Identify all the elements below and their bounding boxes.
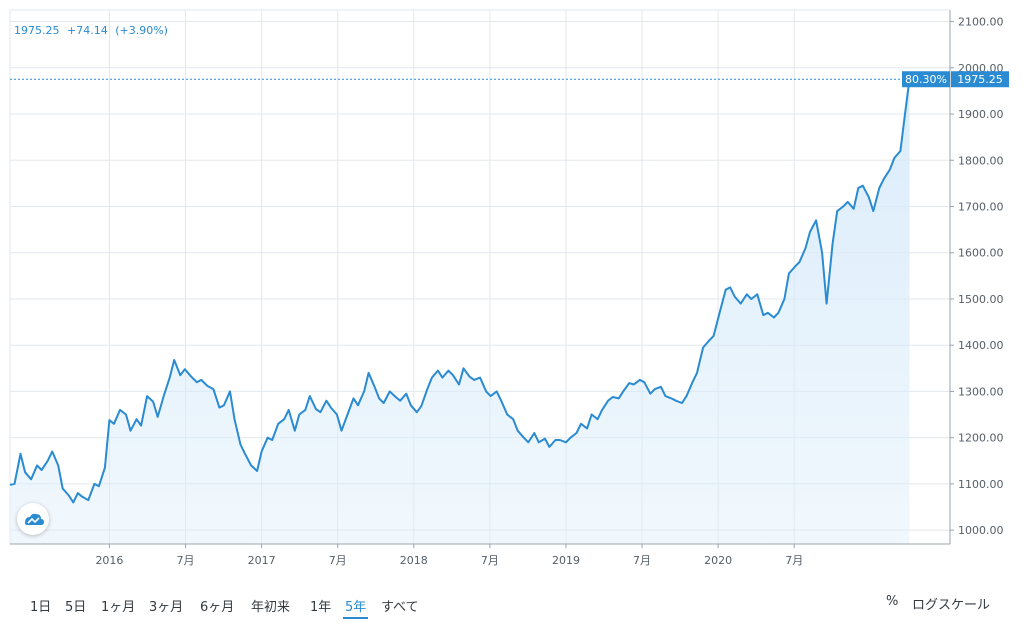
y-tick-label: 1200.00 [958,432,1004,445]
price-badge: 1975.25 [951,71,1009,88]
y-tick-label: 1100.00 [958,478,1004,491]
series-line [9,79,911,504]
x-tick-label: 7月 [329,554,347,567]
log-scale-button[interactable]: ログスケール [912,598,991,613]
range-button-8[interactable]: すべて [381,600,419,615]
y-tick-label: 2100.00 [958,16,1004,29]
y-tick-label: 1600.00 [958,247,1004,260]
y-tick-label: 1800.00 [958,154,1004,167]
price-chart[interactable]: 1000.00 1100.00 1200.00 1300.00 1400.00 1500.… [0,0,1024,586]
y-tick-label: 1300.00 [958,385,1004,398]
price-legend: 1975.25 +74.14 (+3.90%) [14,24,172,37]
range-button-2[interactable]: 1ヶ月 [101,600,136,615]
legend-change-pct: (+3.90%) [115,24,168,37]
range-button-5[interactable]: 年初来 [251,600,291,615]
x-tick-label: 7月 [785,554,803,567]
legend-change: +74.14 [67,24,108,37]
x-tick-label: 7月 [177,554,195,567]
range-button-0[interactable]: 1日 [30,600,52,615]
range-button-6[interactable]: 1年 [310,600,332,615]
x-tick-label: 2017 [248,554,276,567]
x-tick-label: 2018 [400,554,428,567]
cloud-icon-graphic [25,513,44,525]
x-tick-label: 2020 [704,554,732,567]
range-button-1[interactable]: 5日 [65,600,87,615]
pct-badge-text: 80.30% [905,73,947,86]
range-button-4[interactable]: 6ヶ月 [200,600,235,615]
x-tick-label: 2019 [552,554,580,567]
y-tick-label: 1900.00 [958,108,1004,121]
y-tick-label: 1400.00 [958,339,1004,352]
range-button-3[interactable]: 3ヶ月 [149,600,184,615]
price-badge-text: 1975.25 [957,73,1003,86]
x-tick-label: 7月 [633,554,651,567]
percent-scale-button[interactable]: % [886,594,899,609]
legend-price: 1975.25 [14,24,60,37]
range-button-7[interactable]: 5年 [343,594,369,619]
range-toolbar: 1日 5日 1ヶ月 3ヶ月 6ヶ月 年初来 1年 5年 すべて% ログスケール [0,586,1024,628]
x-tick-label: 2016 [95,554,123,567]
y-tick-label: 1000.00 [958,524,1004,537]
tradingview-cloud-icon[interactable] [17,503,49,535]
y-tick-label: 1500.00 [958,293,1004,306]
series-area [10,79,910,544]
y-tick-label: 1700.00 [958,200,1004,213]
pct-badge: 80.30% [902,71,950,88]
x-tick-label: 7月 [481,554,499,567]
